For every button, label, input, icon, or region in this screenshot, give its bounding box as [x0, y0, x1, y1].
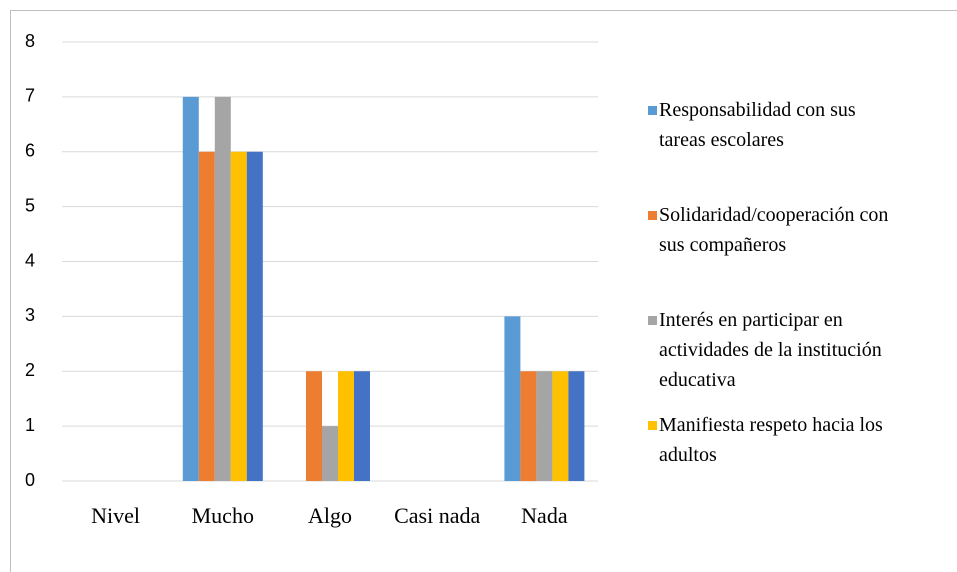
bar [214, 96, 231, 481]
bar [552, 371, 569, 481]
bar [182, 96, 199, 481]
bar [322, 426, 338, 481]
legend-label: Solidaridad/cooperación con sus compañer… [659, 204, 889, 256]
bar [230, 151, 247, 481]
bar [520, 371, 537, 481]
frame [10, 10, 957, 572]
bar [306, 371, 322, 481]
bar [338, 371, 354, 481]
y-tick-label: 6 [25, 141, 35, 161]
x-tick-label: Algo [308, 503, 352, 528]
y-tick-label: 2 [25, 360, 35, 380]
x-tick-label: Mucho [191, 503, 254, 528]
x-tick-label: Casi nada [394, 503, 481, 528]
y-tick-label: 8 [25, 31, 35, 51]
y-tick-label: 1 [25, 415, 35, 435]
bar [354, 371, 370, 481]
legend-label: Responsabilidad con sus tareas escolares [659, 99, 856, 151]
y-tick-label: 0 [25, 470, 35, 490]
y-tick-label: 3 [25, 305, 35, 325]
legend-swatch [648, 211, 657, 220]
legend-swatch [648, 106, 657, 115]
bar [246, 151, 263, 481]
x-tick-label: Nada [521, 503, 568, 528]
bar [504, 316, 521, 481]
legend-swatch [648, 421, 657, 430]
legend-label: Manifiesta respeto hacia los adultos [659, 414, 883, 466]
y-tick-label: 4 [25, 250, 35, 270]
bar [536, 371, 553, 481]
bar [198, 151, 215, 481]
y-tick-label: 5 [25, 195, 35, 215]
y-tick-label: 7 [25, 86, 35, 106]
x-tick-label: Nivel [91, 503, 141, 528]
legend-swatch [648, 316, 657, 325]
bar [568, 371, 585, 481]
legend-label: Interés en participar en actividades de … [659, 309, 882, 391]
